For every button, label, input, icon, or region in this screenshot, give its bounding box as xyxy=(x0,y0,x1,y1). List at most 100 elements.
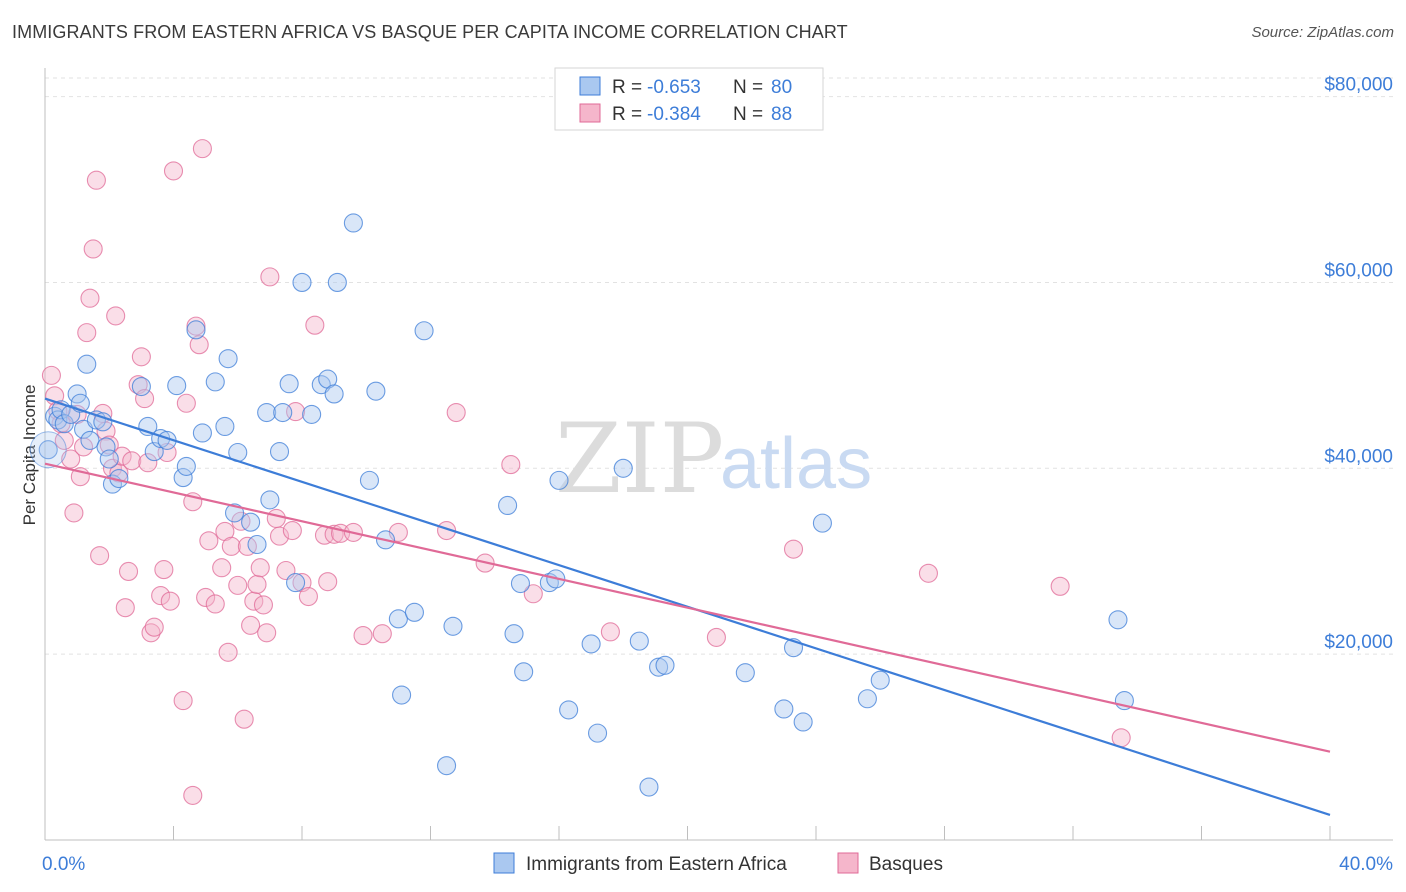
point-eastern-africa xyxy=(205,372,225,392)
point-basques xyxy=(706,627,726,647)
x-tick-label-min: 0.0% xyxy=(42,854,85,875)
point-eastern-africa xyxy=(247,534,267,555)
point-basques xyxy=(196,587,216,608)
point-basques xyxy=(234,709,254,729)
point-basques xyxy=(154,560,174,580)
point-basques xyxy=(128,375,148,395)
point-eastern-africa xyxy=(404,602,424,622)
point-basques xyxy=(250,558,270,578)
point-eastern-africa xyxy=(241,512,261,532)
point-eastern-africa xyxy=(581,634,601,654)
y-tick-label: $40,000 xyxy=(1324,446,1393,467)
point-eastern-africa xyxy=(793,712,813,732)
point-basques xyxy=(99,435,119,455)
point-basques xyxy=(138,453,158,473)
point-basques xyxy=(144,617,164,637)
point-eastern-africa xyxy=(514,662,534,682)
point-basques xyxy=(292,573,312,593)
point-eastern-africa xyxy=(279,374,299,394)
point-basques xyxy=(282,521,302,541)
y-tick-labels: $20,000 $40,000 $60,000 $80,000 xyxy=(1324,75,1393,654)
point-basques xyxy=(372,624,392,644)
point-basques xyxy=(783,539,804,559)
point-eastern-africa xyxy=(292,272,312,292)
point-eastern-africa xyxy=(74,419,94,439)
axes xyxy=(44,68,1393,841)
point-basques xyxy=(237,536,257,556)
point-eastern-africa xyxy=(498,495,518,516)
point-eastern-africa xyxy=(857,689,877,709)
watermark-atlas: atlas xyxy=(720,424,872,504)
trend-lines xyxy=(44,397,1331,816)
point-basques xyxy=(257,623,277,643)
point-basques xyxy=(109,463,129,483)
point-basques xyxy=(241,615,261,635)
point-eastern-africa xyxy=(735,663,755,683)
point-basques xyxy=(199,531,219,551)
point-basques xyxy=(183,785,203,805)
series-eastern-africa-points xyxy=(29,213,1134,797)
y-tick-label: $60,000 xyxy=(1324,260,1393,281)
point-basques xyxy=(80,288,100,308)
point-eastern-africa xyxy=(176,456,196,476)
point-eastern-africa xyxy=(587,723,608,743)
point-eastern-africa xyxy=(93,412,113,432)
point-basques xyxy=(86,170,106,190)
point-basques xyxy=(160,591,180,611)
point-eastern-africa xyxy=(257,402,277,423)
chart-title: IMMIGRANTS FROM EASTERN AFRICA VS BASQUE… xyxy=(12,22,848,42)
point-basques xyxy=(260,267,280,287)
point-eastern-africa xyxy=(327,272,347,292)
point-basques xyxy=(151,586,171,606)
point-basques xyxy=(41,365,61,385)
point-basques xyxy=(247,574,267,595)
point-eastern-africa xyxy=(302,404,322,424)
point-eastern-africa xyxy=(649,657,669,677)
correlation-legend: R = -0.653 N = 80 R = -0.384 N = 88 xyxy=(554,67,824,131)
bottom-legend-swatch-pink xyxy=(837,852,859,874)
point-basques xyxy=(131,347,151,367)
point-basques xyxy=(501,455,521,475)
series-legend: Immigrants from Eastern Africa Basques xyxy=(493,852,943,875)
point-eastern-africa xyxy=(549,470,569,490)
point-eastern-africa xyxy=(61,404,81,424)
point-basques xyxy=(212,558,232,578)
point-eastern-africa xyxy=(173,468,193,488)
point-eastern-africa xyxy=(388,609,408,629)
point-basques xyxy=(173,691,193,711)
point-basques xyxy=(189,335,209,355)
point-basques xyxy=(446,402,466,423)
point-basques xyxy=(192,139,212,159)
point-basques xyxy=(106,306,126,326)
point-eastern-africa xyxy=(269,442,290,462)
point-basques xyxy=(122,451,142,471)
point-eastern-africa xyxy=(629,631,649,651)
point-eastern-africa xyxy=(366,381,386,401)
point-eastern-africa xyxy=(96,437,116,457)
point-basques xyxy=(253,595,274,615)
point-eastern-africa xyxy=(559,700,579,720)
point-basques xyxy=(305,315,325,335)
bottom-legend-label-blue: Immigrants from Eastern Africa xyxy=(526,854,787,875)
point-eastern-africa xyxy=(639,777,659,797)
point-eastern-africa xyxy=(77,354,97,374)
point-eastern-africa xyxy=(131,376,151,397)
point-basques xyxy=(523,584,543,604)
point-eastern-africa xyxy=(774,699,794,719)
point-eastern-africa xyxy=(437,756,457,776)
watermark-zip: ZIP xyxy=(555,403,724,515)
point-eastern-africa xyxy=(54,414,74,434)
chart-source: Source: ZipAtlas.com xyxy=(1251,24,1394,41)
point-eastern-africa xyxy=(812,513,832,533)
point-basques xyxy=(83,239,103,259)
point-eastern-africa xyxy=(186,320,206,340)
point-eastern-africa xyxy=(613,458,633,478)
point-basques xyxy=(244,591,264,611)
legend-r-label-pink: R = xyxy=(612,104,642,125)
point-basques xyxy=(221,536,241,556)
legend-n-value-blue: 80 xyxy=(771,77,792,98)
bottom-legend-swatch-blue xyxy=(493,852,515,874)
legend-r-label-blue: R = xyxy=(612,77,642,98)
point-basques xyxy=(228,575,248,595)
point-basques xyxy=(90,546,110,566)
